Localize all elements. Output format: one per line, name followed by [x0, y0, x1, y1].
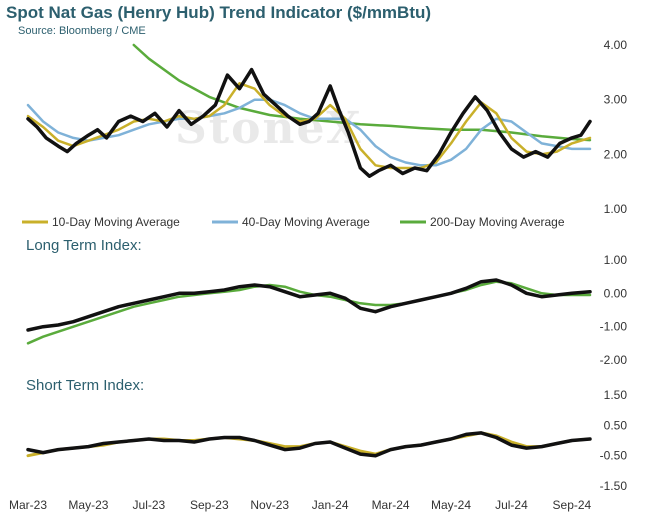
x-tick-label: Jul-23 — [133, 498, 166, 512]
legend-label-ma10: 10-Day Moving Average — [52, 215, 180, 229]
short-term-index-title: Short Term Index: — [26, 377, 145, 394]
series-line-spot — [26, 67, 592, 178]
y-tick-label: -0.50 — [600, 449, 628, 463]
series-line-ma200 — [132, 43, 592, 142]
x-tick-label: Sep-23 — [190, 498, 229, 512]
y-tick-label: 2.00 — [604, 147, 628, 161]
chart-source: Source: Bloomberg / CME — [18, 25, 146, 37]
series-line-spot — [26, 431, 592, 458]
x-tick-label: May-24 — [431, 498, 471, 512]
y-tick-label: 1.00 — [604, 202, 628, 216]
legend-label-ma200: 200-Day Moving Average — [430, 215, 565, 229]
y-tick-label: 1.00 — [604, 253, 628, 267]
x-tick-label: Jul-24 — [495, 498, 528, 512]
x-tick-label: Nov-23 — [250, 498, 289, 512]
y-tick-label: 0.50 — [604, 418, 628, 432]
y-tick-label: -1.00 — [600, 320, 628, 334]
x-tick-label: Sep-24 — [553, 498, 592, 512]
long-term-index-title: Long Term Index: — [26, 237, 142, 254]
x-tick-label: Jan-24 — [312, 498, 349, 512]
series-line-ma200 — [26, 280, 592, 345]
y-tick-label: 1.50 — [604, 388, 628, 402]
legend-label-ma40: 40-Day Moving Average — [242, 215, 370, 229]
x-tick-label: Mar-23 — [9, 498, 47, 512]
series-line-ma10 — [26, 82, 592, 170]
x-tick-label: May-23 — [68, 498, 108, 512]
x-tick-label: Mar-24 — [372, 498, 410, 512]
y-tick-label: 3.00 — [604, 93, 628, 107]
chart-title: Spot Nat Gas (Henry Hub) Trend Indicator… — [6, 3, 432, 22]
y-tick-label: -2.00 — [600, 353, 628, 367]
y-tick-label: -1.50 — [600, 479, 628, 493]
y-tick-label: 4.00 — [604, 38, 628, 52]
y-tick-label: 0.00 — [604, 286, 628, 300]
series-line-spot — [26, 278, 592, 332]
